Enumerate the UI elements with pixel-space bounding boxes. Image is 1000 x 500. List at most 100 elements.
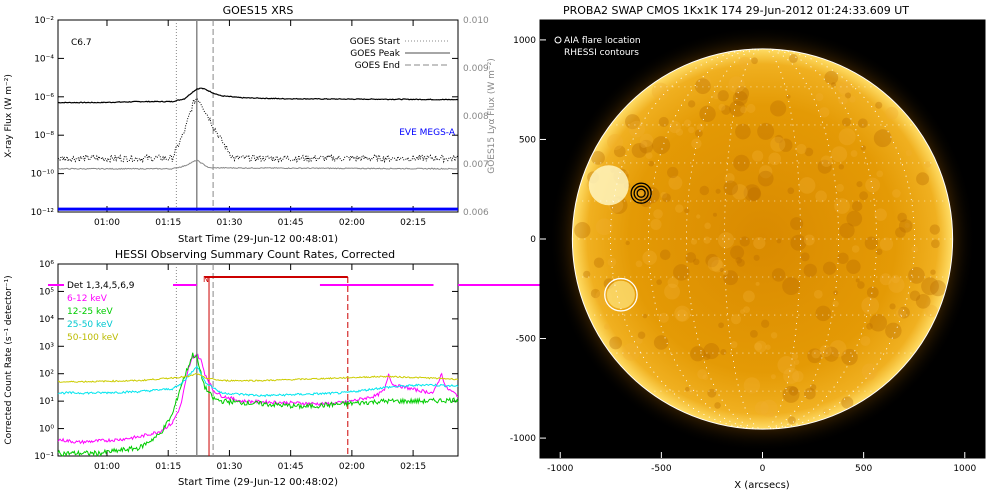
surface-texture <box>895 308 907 319</box>
surface-texture <box>846 259 861 275</box>
swap-x-axis: -1000 -500 0 500 1000 <box>547 452 976 474</box>
surface-texture <box>675 128 684 136</box>
goes-markers <box>175 20 214 212</box>
legend-goes-start: GOES Start <box>350 37 401 47</box>
y-tick-label: 1000 <box>513 36 536 46</box>
surface-texture <box>717 232 735 249</box>
x-tick-label: 01:30 <box>216 462 242 472</box>
surface-texture <box>925 304 938 318</box>
surface-texture <box>728 76 745 93</box>
swap-panel: PROBA2 SWAP CMOS 1Kx1K 174 29-Jun-2012 0… <box>510 4 986 491</box>
series-line <box>58 373 459 383</box>
surface-texture <box>604 323 610 330</box>
surface-texture <box>864 236 879 250</box>
surface-texture <box>645 152 653 160</box>
surface-texture <box>866 286 879 299</box>
surface-texture <box>659 249 671 261</box>
surface-texture <box>841 117 851 127</box>
legend-det: Det 1,3,4,5,6,9 <box>67 281 135 291</box>
surface-texture <box>857 118 868 129</box>
surface-texture <box>788 386 799 396</box>
swap-sun-image <box>549 26 976 452</box>
surface-texture <box>770 374 776 380</box>
surface-texture <box>851 245 860 253</box>
surface-texture <box>730 341 738 349</box>
surface-texture <box>891 274 900 284</box>
surface-texture <box>595 218 613 236</box>
surface-texture <box>875 101 883 109</box>
surface-texture <box>904 222 910 229</box>
surface-texture <box>624 114 641 130</box>
surface-texture <box>905 149 913 157</box>
surface-texture <box>778 138 793 152</box>
surface-texture <box>800 252 810 262</box>
surface-texture <box>931 239 940 249</box>
legend-goes-peak: GOES Peak <box>350 49 400 59</box>
surface-texture <box>804 147 814 157</box>
surface-texture <box>833 290 838 296</box>
surface-texture <box>820 155 833 167</box>
aia-flare-circle <box>604 277 638 312</box>
goes-panel: GOES15 XRS 10⁻² 10⁻⁴ 10⁻⁶ 10⁻⁸ 10⁻¹⁰ 10⁻¹² 01… <box>4 4 497 245</box>
surface-texture <box>751 150 764 162</box>
surface-texture <box>722 269 729 276</box>
longitude-line <box>724 48 801 430</box>
surface-texture <box>622 343 640 361</box>
surface-texture <box>683 119 692 127</box>
surface-texture <box>771 268 786 282</box>
surface-texture <box>699 185 710 196</box>
goes-y-label: X-ray Flux (W m⁻²) <box>4 74 14 158</box>
x-tick-label: 01:45 <box>278 218 304 228</box>
surface-texture <box>807 348 823 364</box>
surface-texture <box>770 332 778 339</box>
surface-texture <box>684 386 690 392</box>
surface-texture <box>837 252 849 264</box>
surface-texture <box>732 184 748 200</box>
goes-legend: GOES Start GOES Peak GOES End <box>350 37 450 71</box>
surface-texture <box>857 281 865 289</box>
surface-texture <box>803 263 817 278</box>
surface-texture <box>660 191 668 199</box>
surface-texture <box>742 290 755 303</box>
surface-texture <box>667 166 679 179</box>
surface-texture <box>676 309 688 322</box>
surface-texture <box>824 70 839 85</box>
surface-texture <box>658 312 669 323</box>
surface-texture <box>574 222 591 239</box>
goes-right-axis: 0.010 0.009 0.008 0.007 0.006 <box>463 16 489 218</box>
surface-texture <box>743 377 761 394</box>
legend-6-12: 6-12 keV <box>67 294 108 304</box>
active-region <box>606 280 635 309</box>
surface-texture <box>714 402 721 409</box>
surface-texture <box>639 133 654 147</box>
surface-texture <box>815 190 827 203</box>
hessi-x-label: Start Time (29-Jun-12 00:48:02) <box>178 477 338 488</box>
surface-texture <box>753 342 763 351</box>
surface-texture <box>753 254 760 261</box>
legend-50-100: 50-100 keV <box>67 333 119 343</box>
x-tick-label: 02:00 <box>339 462 365 472</box>
hessi-title: HESSI Observing Summary Count Rates, Cor… <box>115 248 395 261</box>
longitude-line <box>686 48 839 430</box>
surface-texture <box>734 86 750 101</box>
surface-texture <box>694 78 711 95</box>
surface-texture <box>697 369 708 380</box>
x-tick-label: -1000 <box>547 464 573 474</box>
surface-texture <box>830 82 837 88</box>
surface-texture <box>798 177 816 194</box>
sun-disk <box>572 48 953 430</box>
surface-texture <box>803 234 815 246</box>
surface-texture <box>895 227 906 238</box>
legend-goes-end: GOES End <box>355 61 400 71</box>
surface-texture <box>637 331 646 339</box>
surface-texture <box>786 94 791 99</box>
surface-texture <box>735 123 751 140</box>
surface-texture <box>635 260 643 268</box>
surface-texture <box>707 388 717 398</box>
right-tick-label: 0.007 <box>463 160 489 170</box>
surface-texture <box>875 248 883 256</box>
series-line <box>57 365 459 398</box>
surface-texture <box>723 180 739 196</box>
rhessi-contour <box>633 185 649 201</box>
